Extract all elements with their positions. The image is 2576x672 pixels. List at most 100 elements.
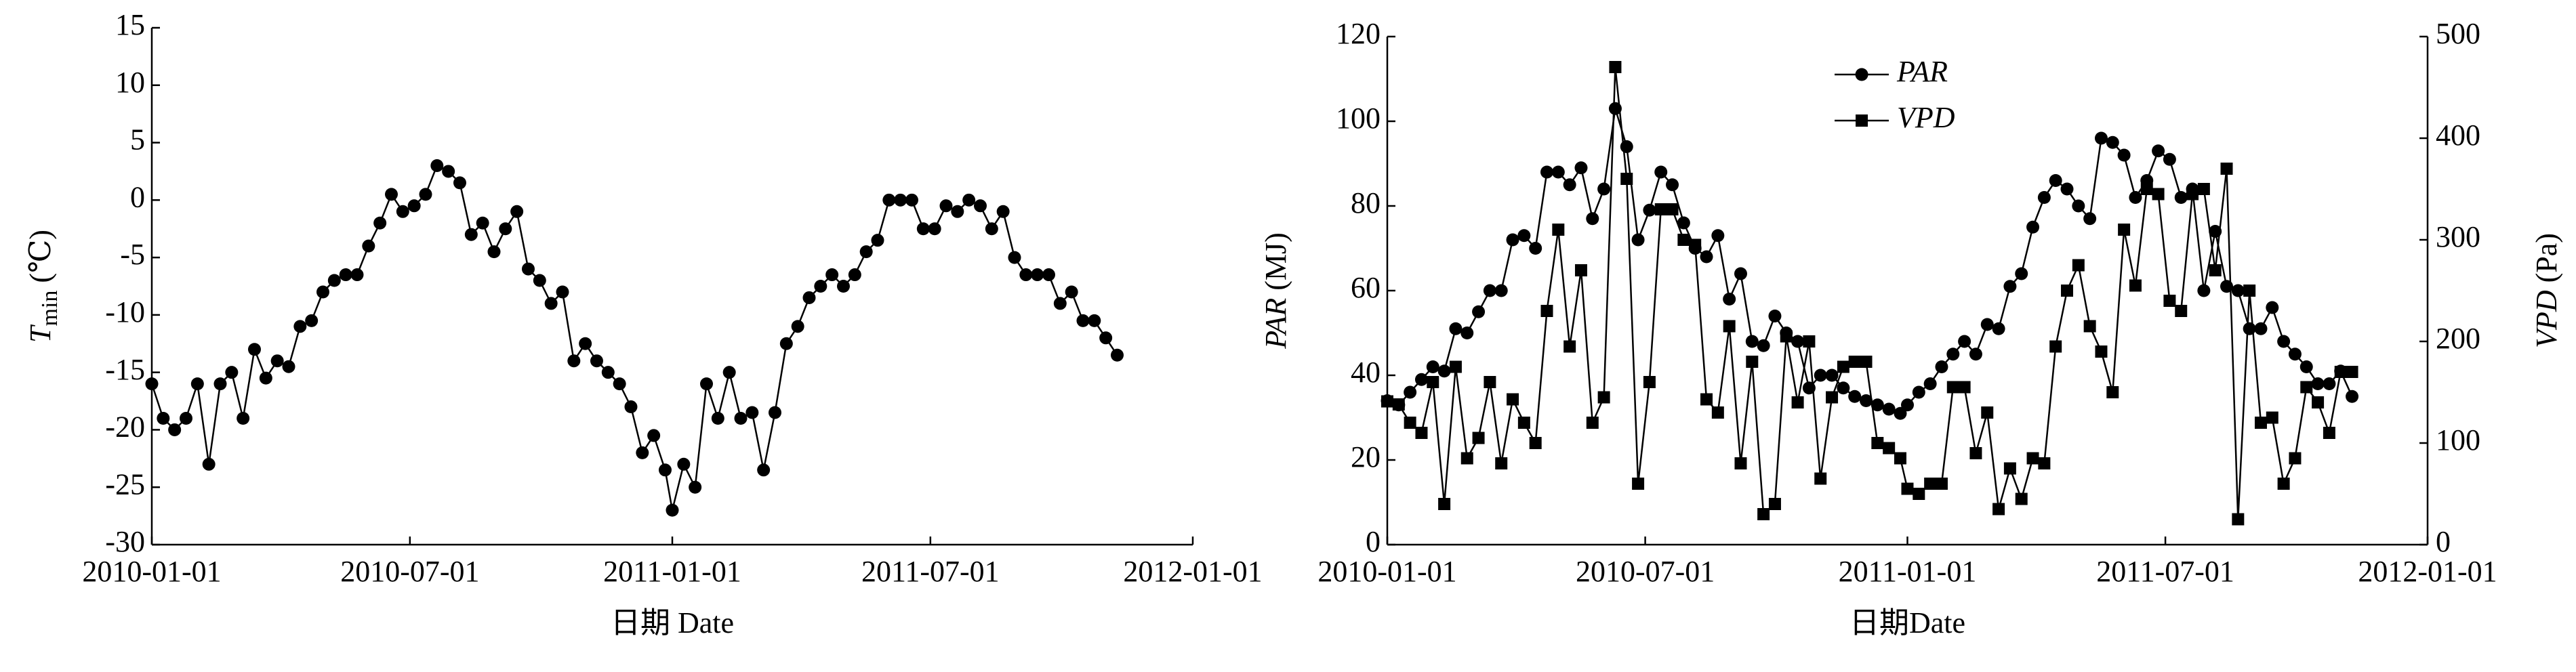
- marker: [1460, 452, 1473, 465]
- marker: [699, 377, 713, 391]
- legend-label: VPD: [1897, 101, 1955, 134]
- marker: [1768, 498, 1781, 510]
- marker: [1913, 488, 1925, 500]
- marker: [2254, 322, 2268, 335]
- marker: [848, 268, 861, 282]
- marker: [779, 337, 793, 350]
- marker: [225, 366, 239, 379]
- marker: [894, 193, 907, 207]
- marker: [601, 366, 615, 379]
- marker: [464, 228, 478, 241]
- y2-tick-label: 400: [2436, 119, 2480, 152]
- marker: [2197, 183, 2210, 195]
- marker: [2175, 305, 2188, 317]
- x-axis-label: 日期Date: [1849, 606, 1965, 639]
- x-tick-label: 2010-01-01: [82, 555, 221, 588]
- marker: [145, 377, 159, 391]
- marker: [2288, 348, 2302, 361]
- marker: [1923, 377, 1937, 390]
- marker: [1540, 305, 1553, 317]
- marker: [1969, 447, 1982, 459]
- series-line: [150, 164, 1118, 511]
- marker: [1654, 165, 1668, 179]
- marker: [237, 411, 250, 425]
- marker: [2277, 478, 2290, 490]
- marker: [1529, 242, 1542, 255]
- y2-tick-label: 0: [2436, 525, 2451, 558]
- legend-label: PAR: [1896, 55, 1948, 88]
- marker: [1894, 452, 1906, 465]
- marker: [2323, 377, 2336, 390]
- marker: [2094, 131, 2108, 145]
- marker: [2277, 335, 2291, 348]
- marker: [2026, 220, 2040, 234]
- marker: [2003, 462, 2016, 475]
- marker: [1552, 224, 1565, 236]
- marker: [407, 199, 421, 213]
- y2-label-main: VPD: [2530, 290, 2563, 348]
- marker: [1438, 498, 1451, 510]
- marker: [1901, 398, 1914, 412]
- marker: [2003, 280, 2017, 293]
- marker: [1008, 251, 1021, 264]
- x-tick-label: 2011-01-01: [603, 555, 741, 588]
- marker: [1700, 250, 1713, 264]
- marker: [157, 411, 170, 425]
- marker: [2152, 144, 2165, 158]
- marker: [2231, 284, 2245, 297]
- marker: [939, 199, 953, 213]
- marker: [1723, 293, 1736, 306]
- marker: [1019, 268, 1033, 282]
- marker: [1517, 417, 1530, 429]
- marker: [1110, 348, 1124, 362]
- marker: [1392, 398, 1405, 411]
- marker: [1734, 267, 1747, 280]
- y2-axis-label: VPD (Pa): [2530, 233, 2563, 348]
- marker: [658, 463, 672, 477]
- y2-tick-label: 500: [2436, 17, 2480, 50]
- marker: [590, 354, 603, 368]
- marker: [1404, 385, 1417, 399]
- marker: [190, 377, 204, 391]
- marker: [2117, 148, 2131, 162]
- marker: [1969, 348, 1982, 361]
- marker: [1837, 360, 1849, 373]
- marker: [1654, 203, 1667, 215]
- marker: [1734, 457, 1747, 469]
- marker: [2346, 390, 2359, 403]
- marker: [2174, 191, 2188, 204]
- marker: [1871, 437, 1884, 449]
- x-tick-label: 2011-01-01: [1839, 555, 1977, 588]
- marker: [2186, 188, 2199, 201]
- marker: [2152, 188, 2165, 201]
- marker: [2129, 191, 2142, 204]
- y-axis-label: Tmin (℃): [24, 230, 62, 343]
- marker: [2254, 417, 2267, 429]
- marker: [928, 222, 941, 236]
- marker: [1757, 339, 1770, 352]
- marker: [1825, 369, 1839, 382]
- y-tick-label: 80: [1351, 186, 1381, 219]
- marker: [499, 222, 512, 236]
- marker: [757, 463, 771, 477]
- marker: [1381, 395, 1393, 408]
- marker: [2129, 279, 2142, 292]
- marker: [1574, 161, 1588, 175]
- y2-label-space: [2530, 282, 2563, 290]
- y-label-space: [1259, 291, 1292, 298]
- marker: [1882, 402, 1896, 416]
- marker: [711, 411, 724, 425]
- y-label-unit: (MJ): [1259, 232, 1292, 291]
- marker: [259, 371, 272, 385]
- marker: [1791, 335, 1805, 348]
- marker: [871, 234, 884, 247]
- marker: [2037, 191, 2051, 204]
- marker: [2015, 267, 2028, 280]
- marker: [951, 205, 964, 218]
- y2-label-unit: (Pa): [2530, 233, 2563, 282]
- y-tick-label: 100: [1336, 102, 1381, 135]
- marker: [1031, 268, 1044, 282]
- marker: [2299, 360, 2313, 373]
- marker: [1980, 318, 1994, 331]
